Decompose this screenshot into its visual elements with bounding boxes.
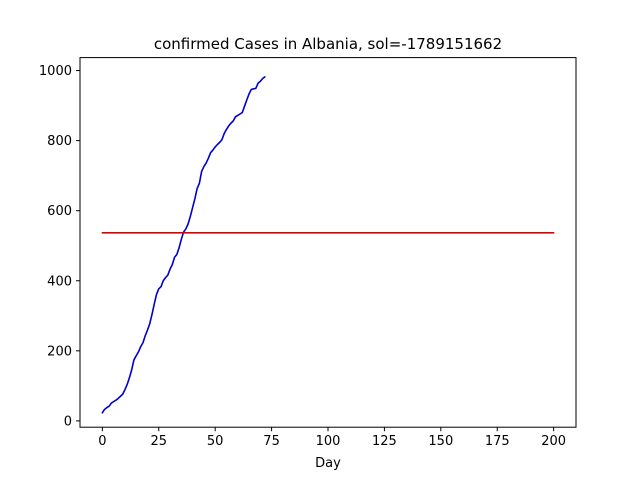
x-tick-label: 25 [150,434,167,449]
x-tick-label: 150 [428,434,453,449]
series-layer [101,76,555,414]
x-axis-label: Day [315,456,341,471]
y-tick-label: 600 [47,204,72,219]
chart-title: confirmed Cases in Albania, sol=-1789151… [154,35,502,53]
y-tick-label: 400 [47,274,72,289]
x-tick-label: 125 [372,434,397,449]
x-tick-label: 0 [98,434,106,449]
y-tick-label: 200 [47,344,72,359]
x-tick-label: 50 [207,434,224,449]
x-tick-label: 100 [316,434,341,449]
y-axis-ticks: 0 200 400 600 800 1000 [39,64,80,429]
x-tick-label: 200 [541,434,566,449]
y-tick-label: 800 [47,134,72,149]
x-tick-label: 75 [263,434,280,449]
y-tick-label: 1000 [39,64,72,79]
x-tick-label: 175 [485,434,510,449]
x-axis-ticks: 0 25 50 75 100 125 150 175 200 [98,427,566,449]
y-tick-label: 0 [64,414,72,429]
